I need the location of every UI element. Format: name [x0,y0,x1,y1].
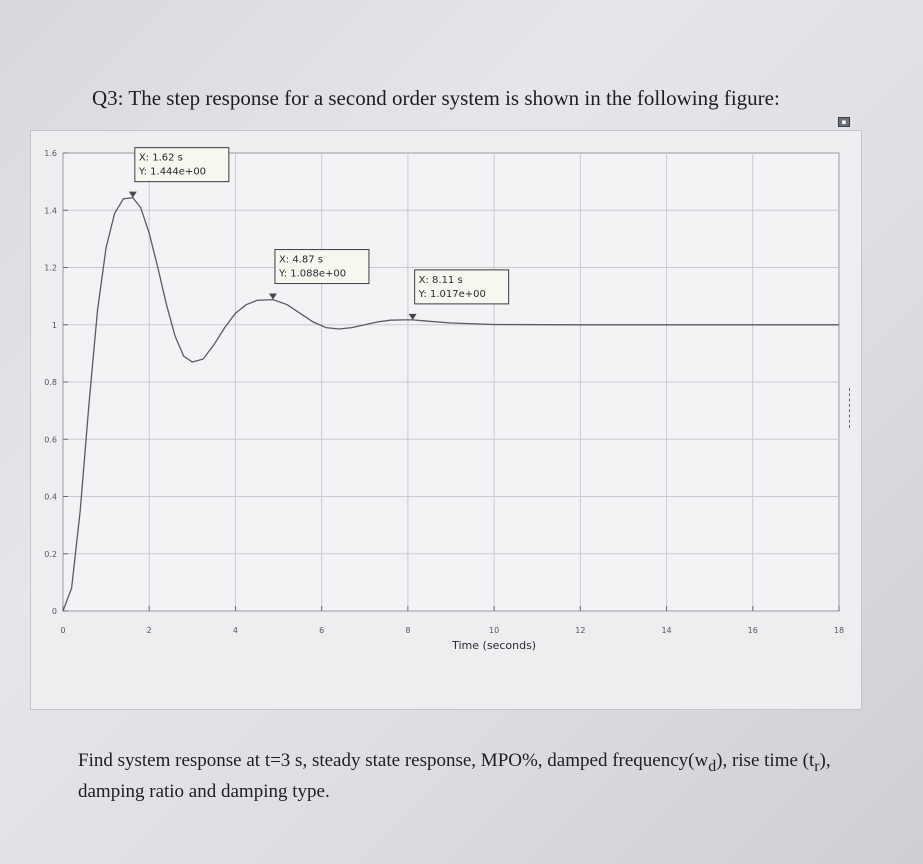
grid-lines [62,152,840,612]
datatip-x-text: X: 1.62 s [139,153,183,164]
x-tick-labels: 0 2 4 6 8 10 12 14 16 18 [60,626,844,635]
x-tick-label: 2 [147,626,152,635]
y-tick-label: 1 [52,321,57,330]
datatip-box [414,269,510,305]
datatip-y-text: Y: 1.088e+00 [278,269,346,280]
task-text: Find system response at t=3 s, steady st… [78,748,878,804]
question-title: Q3: The step response for a second order… [92,86,780,110]
y-tick-label: 0.2 [44,550,57,559]
task-text-part1: Find system response at t=3 s, steady st… [78,750,709,771]
x-tick-label: 8 [405,626,410,635]
x-tick-label: 10 [489,626,499,635]
y-tick-label: 1.4 [44,206,57,215]
x-tick-label: 16 [748,626,758,635]
datatip-marker [128,191,137,198]
datatip-box [134,147,230,183]
datatip-annotations: X: 1.62 s Y: 1.444e+00 X: 4.87 s Y: 1.088e+… [128,147,510,320]
datatip-y-text: Y: 1.017e+00 [418,289,486,300]
y-tick-label: 1.2 [44,264,57,273]
x-tick-label: 4 [233,626,238,635]
datatip-x-text: X: 8.11 s [419,275,463,286]
y-tick-labels: 0 0.2 0.4 0.6 0.8 1 1.2 1.4 1.6 [44,149,57,616]
y-tick-label: 0.6 [44,435,57,444]
x-tick-label: 6 [319,626,324,635]
y-tick-label: 1.6 [44,149,57,158]
datatip-x-text: X: 4.87 s [279,255,323,266]
x-tick-label: 18 [834,626,844,635]
step-response-chart: 00.20.40.60.811.21.41.6 0 2 4 6 8 10 12 14 16 18 … [44,147,844,652]
y-tick-label: 0 [52,607,57,616]
y-tick-label: 0.8 [44,378,57,387]
figure-resize-handle[interactable] [849,388,852,428]
response-line [62,197,839,612]
axis-lines [62,152,840,612]
x-axis-label: Time (seconds) [451,639,536,652]
x-tick-label: 0 [60,626,65,635]
figure-toolbar-toggle-icon[interactable]: ▪ [838,117,850,127]
series-lines [62,197,839,612]
x-tick-label: 14 [661,626,671,635]
datatip-box [274,249,370,285]
datatip-marker [408,313,417,320]
datatip-y-text: Y: 1.444e+00 [138,167,206,178]
task-text-part2: ), rise time (t [716,750,815,771]
datatip-marker [268,293,277,300]
tr-subscript: r [814,757,820,775]
y-tick-label: 0.4 [44,493,57,502]
x-tick-label: 12 [575,626,585,635]
task-text-part3: ), damping ratio and damping type. [78,750,831,802]
step-response-figure: 0 0.2 0.4 0.6 0.8 1 1.2 1.4 1.6 0 2 4 6 8 10 12 14 16 18 … [30,130,862,710]
wd-subscript: d [708,757,717,775]
